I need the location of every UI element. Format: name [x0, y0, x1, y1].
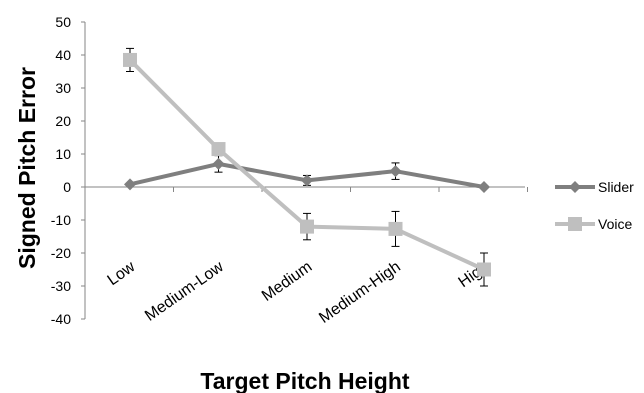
x-category-label: Medium-High	[316, 258, 404, 326]
data-point-voice	[211, 142, 226, 157]
data-point-voice	[477, 262, 491, 277]
data-point-voice	[123, 52, 137, 67]
data-point-slider	[124, 178, 136, 191]
y-tick-label: -20	[51, 245, 71, 261]
y-tick-label: 40	[55, 47, 71, 63]
x-axis-title: Target Pitch Height	[200, 368, 409, 393]
axes	[81, 21, 528, 320]
y-axis-title: Signed Pitch Error	[14, 67, 40, 269]
data-point-voice	[300, 219, 314, 234]
y-tick-label: -40	[51, 311, 71, 327]
series-voice	[123, 47, 491, 287]
x-category-labels: Low Medium-Low Medium Medium-High High	[104, 258, 492, 327]
x-category-label: Medium-Low	[142, 258, 227, 325]
y-tick-label: 30	[55, 80, 71, 96]
y-tick-label: -10	[51, 212, 71, 228]
series-slider	[124, 155, 490, 193]
legend-marker	[568, 217, 582, 231]
legend-label: Slider	[598, 179, 634, 195]
y-tick-label: 20	[55, 113, 71, 129]
x-category-label: Medium	[259, 258, 315, 305]
y-tick-label: 0	[63, 179, 71, 195]
y-tick-label: -30	[51, 278, 71, 294]
y-tick-labels: -40 -30 -20 -10 0 10 20 30 40 50	[51, 14, 71, 327]
y-tick-label: 50	[55, 14, 71, 30]
x-category-label: Low	[104, 258, 138, 289]
data-point-slider	[389, 165, 402, 178]
legend-item-voice: Voice	[555, 216, 632, 232]
legend-item-slider: Slider	[555, 179, 634, 195]
data-point-slider	[478, 181, 490, 193]
data-point-slider	[301, 174, 313, 187]
data-point-slider	[212, 157, 225, 170]
legend: Slider Voice	[555, 179, 634, 232]
series-lines	[123, 47, 491, 287]
data-point-voice	[388, 221, 403, 236]
legend-label: Voice	[598, 216, 632, 232]
y-tick-label: 10	[55, 146, 71, 162]
legend-marker	[569, 181, 581, 193]
